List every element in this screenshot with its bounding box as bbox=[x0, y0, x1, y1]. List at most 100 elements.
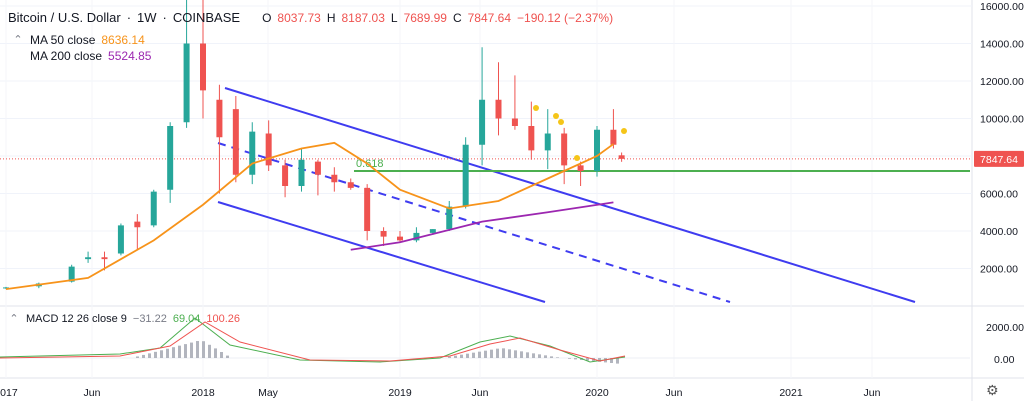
macd-histogram-bar bbox=[550, 356, 553, 358]
macd-histogram-bar bbox=[568, 358, 571, 359]
candle-body bbox=[577, 165, 584, 171]
price-tick-label: 6000.00 bbox=[980, 189, 1018, 201]
settings-gear-icon[interactable]: ⚙ bbox=[986, 382, 999, 398]
channel-lower-line bbox=[217, 201, 546, 303]
candle-body bbox=[232, 109, 239, 175]
macd-histogram-bar bbox=[538, 354, 541, 358]
candle-body bbox=[618, 155, 625, 159]
candle-body bbox=[85, 257, 92, 260]
chevron-up-icon[interactable]: ⌃ bbox=[13, 34, 23, 46]
macd-histogram-bar bbox=[586, 358, 589, 361]
exchange-label: COINBASE bbox=[172, 10, 241, 25]
macd-histogram-bar bbox=[502, 348, 505, 358]
macd-histogram-bar bbox=[514, 350, 517, 358]
symbol-name[interactable]: Bitcoin / U.S. Dollar bbox=[8, 10, 121, 25]
macd-histogram-bar bbox=[166, 348, 169, 358]
low-label: L bbox=[390, 11, 398, 25]
macd-tick-label: 2000.00 bbox=[986, 322, 1024, 334]
macd-histogram-bar bbox=[160, 350, 163, 358]
candle-body bbox=[101, 257, 108, 260]
open-label: O bbox=[262, 11, 272, 25]
price-tick-label: 16000.00 bbox=[980, 1, 1024, 13]
ma50-line bbox=[5, 141, 614, 291]
signal-marker bbox=[553, 113, 559, 119]
candle-body bbox=[314, 161, 321, 175]
candle-body bbox=[413, 232, 420, 241]
time-tick-label: 2021 bbox=[779, 387, 803, 399]
macd-histogram-bar bbox=[466, 353, 469, 358]
price-tick-label: 12000.00 bbox=[980, 76, 1024, 88]
macd-histogram-bar bbox=[484, 350, 487, 358]
candle-body bbox=[610, 129, 617, 145]
macd-signal-line bbox=[0, 321, 626, 362]
macd-histogram-bar bbox=[448, 356, 451, 358]
candle-body bbox=[561, 133, 568, 166]
macd-legend[interactable]: ⌃ MACD 12 26 close 9 −31.22 69.04 100.26 bbox=[8, 312, 240, 326]
candle-body bbox=[298, 159, 305, 186]
time-tick-label: Jun bbox=[864, 387, 881, 399]
ma200-label: MA 200 close bbox=[30, 49, 103, 63]
candle-body bbox=[167, 126, 174, 190]
close-label: C bbox=[452, 11, 462, 25]
macd-histogram-bar bbox=[220, 352, 223, 358]
candle-body bbox=[364, 187, 371, 231]
candle-body bbox=[380, 231, 387, 237]
candle-body bbox=[68, 266, 75, 282]
channel-upper-line bbox=[224, 87, 916, 303]
time-tick-label: 2018 bbox=[191, 387, 215, 399]
time-tick-label: Jun bbox=[84, 387, 101, 399]
macd-histogram-bar bbox=[184, 344, 187, 358]
candle-body bbox=[397, 236, 403, 241]
macd-histogram-bar bbox=[454, 355, 457, 358]
macd-histogram-bar bbox=[196, 341, 199, 358]
signal-marker bbox=[558, 119, 564, 125]
candle-body bbox=[265, 133, 272, 166]
candle-body bbox=[594, 129, 600, 171]
macd-value-2: 69.04 bbox=[172, 312, 201, 325]
last-price-badge bbox=[974, 150, 1024, 167]
macd-histogram-bar bbox=[478, 351, 481, 358]
candle-body bbox=[347, 182, 354, 188]
ma50-label: MA 50 close bbox=[30, 33, 96, 47]
interval-label[interactable]: 1W bbox=[137, 10, 157, 25]
macd-histogram-bar bbox=[574, 358, 577, 360]
macd-histogram-bar bbox=[610, 358, 613, 363]
candle-body bbox=[150, 191, 157, 226]
macd-histogram-bar bbox=[520, 351, 523, 358]
candle-body bbox=[117, 225, 124, 254]
low-value: 7689.99 bbox=[403, 11, 447, 25]
candle-body bbox=[282, 165, 289, 186]
time-tick-label: 2017 bbox=[0, 387, 18, 399]
last-price-label: 7847.64 bbox=[980, 154, 1018, 166]
macd-histogram-bar bbox=[490, 349, 493, 358]
time-tick-label: 2019 bbox=[388, 387, 412, 399]
high-value: 8187.03 bbox=[341, 11, 385, 25]
macd-histogram-bar bbox=[226, 355, 229, 358]
price-tick-label: 10000.00 bbox=[980, 114, 1024, 126]
chevron-up-icon[interactable]: ⌃ bbox=[9, 313, 19, 325]
candle-body bbox=[511, 118, 518, 126]
candle-body bbox=[183, 43, 190, 123]
price-tick-label: 4000.00 bbox=[980, 226, 1018, 238]
macd-histogram-bar bbox=[136, 356, 139, 358]
macd-histogram-bar bbox=[526, 352, 529, 358]
ma50-legend[interactable]: ⌃ MA 50 close 8636.14 bbox=[8, 32, 613, 48]
macd-histogram-bar bbox=[598, 358, 601, 362]
close-value: 7847.64 bbox=[467, 11, 512, 25]
candle-body bbox=[528, 126, 535, 151]
macd-histogram-bar bbox=[154, 351, 157, 358]
macd-histogram-bar bbox=[508, 349, 511, 358]
macd-histogram-bar bbox=[172, 347, 175, 358]
ma200-legend[interactable]: MA 200 close 5524.85 bbox=[8, 48, 613, 64]
macd-tick-label: 0.00 bbox=[994, 354, 1015, 366]
candle-body bbox=[544, 133, 551, 151]
ma200-value: 5524.85 bbox=[108, 49, 152, 63]
channel-mid-line bbox=[217, 142, 731, 303]
price-tick-label: 14000.00 bbox=[980, 39, 1024, 51]
macd-histogram-bar bbox=[616, 358, 619, 364]
candle-body bbox=[462, 144, 469, 207]
candle-body bbox=[429, 229, 436, 233]
